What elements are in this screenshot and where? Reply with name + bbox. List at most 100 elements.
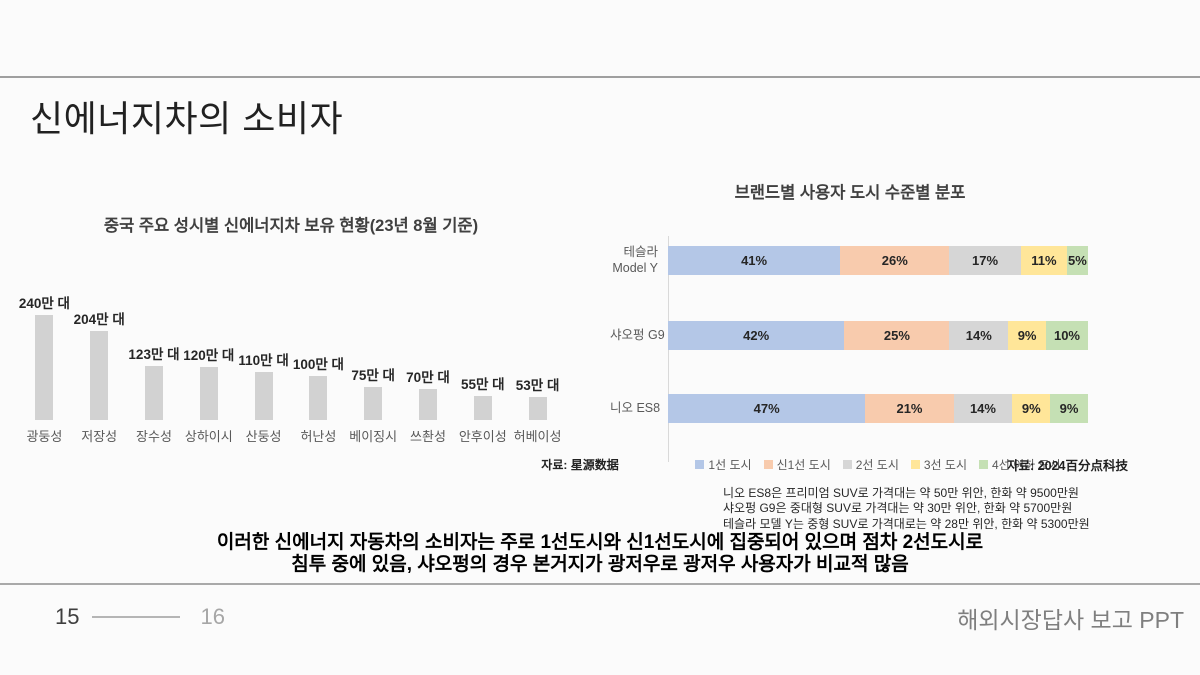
bar-category-label: 쓰촨성 [410, 429, 446, 444]
bar-column-2: 123만 대 [127, 343, 182, 420]
bar [199, 367, 218, 420]
bar-column-3: 120만 대 [181, 344, 236, 420]
bar-category-label: 산둥성 [245, 429, 282, 444]
bar-value-label: 53만 대 [515, 378, 560, 393]
brand-label-line: 니오 ES8 [610, 400, 661, 415]
brand-chart-legend: 1선 도시 신1선 도시 2선 도시 3선 도시 4선 이하 도시 [668, 456, 1088, 473]
brand-distribution-chart: 테슬라 Model Y 41% 26% 17% 11% 5% 샤오펑 G9 42% 25% 14% 9… [610, 230, 1088, 462]
brand-label-line: 샤오펑 G9 [610, 327, 665, 342]
bar-category-label: 베이징시 [349, 429, 398, 444]
segment-2선 도시: 14% [953, 393, 1013, 423]
bar-value-label: 55만 대 [460, 377, 505, 392]
bar-column-4: 110만 대 [236, 349, 291, 420]
province-chart-plot: 240만 대 204만 대 123만 대 120만 대 110만 대 100만 대 75만 … [17, 243, 565, 420]
province-chart-title: 중국 주요 성시별 신에너지차 보유 현황(23년 8월 기준) [103, 217, 479, 235]
bar-value-label: 204만 대 [73, 312, 125, 327]
legend-swatch [910, 460, 920, 469]
bar [90, 331, 109, 420]
bar-category-label: 상하이시 [184, 429, 233, 444]
slide-title: 신에너지차의 소비자 [30, 98, 344, 139]
segment-4선 이하 도시: 9% [1050, 393, 1088, 423]
stacked-bar: 41% 26% 17% 11% 5% [668, 245, 1088, 275]
page-indicator-line [92, 616, 181, 618]
segment-신1선 도시: 21% [865, 393, 954, 423]
legend-swatch [695, 460, 705, 469]
legend-swatch [842, 460, 852, 469]
segment-4선 이하 도시: 5% [1066, 245, 1088, 275]
bar-category-label: 저장성 [81, 429, 118, 444]
bar-category-label: 광둥성 [26, 429, 63, 444]
province-chart-source: 자료: 星源数据 [541, 458, 619, 472]
brand-label: 니오 ES8 [610, 400, 668, 416]
brand-chart-title: 브랜드별 사용자 도시 수준별 분포 [734, 184, 966, 202]
segment-3선 도시: 9% [1012, 393, 1051, 423]
legend-label: 3선 도시 [923, 458, 968, 472]
note-line-1: 니오 ES8은 프리미엄 SUV로 가격대는 약 50만 위안, 한화 약 95… [723, 486, 1079, 500]
legend-item: 4선 이하 도시 [979, 456, 1061, 473]
stacked-bar: 42% 25% 14% 9% 10% [668, 320, 1088, 350]
legend-label: 2선 도시 [855, 458, 899, 472]
bar [528, 397, 547, 420]
bar-value-label: 70만 대 [406, 370, 450, 385]
brand-label: 샤오펑 G9 [610, 327, 668, 343]
bar-category-label: 허난성 [300, 429, 337, 444]
report-title: 해외시장답사 보고 PPT [957, 607, 1184, 633]
bar [309, 376, 328, 420]
key-message-line2: 침투 중에 있음, 샤오펑의 경우 본거지가 광저우로 광저우 사용자가 비교적… [291, 554, 909, 575]
bar [473, 396, 492, 420]
note-line-2: 샤오펑 G9은 중대형 SUV로 가격대는 약 30만 위안, 한화 약 570… [723, 501, 1073, 516]
brand-chart-rows: 테슬라 Model Y 41% 26% 17% 11% 5% 샤오펑 G9 42% 25% 14% 9… [610, 244, 1088, 423]
bar-column-6: 75만 대 [346, 364, 401, 420]
segment-2선 도시: 14% [949, 320, 1009, 350]
legend-item: 3선 도시 [910, 456, 968, 473]
next-page-number: 16 [200, 604, 225, 629]
legend-label: 4선 이하 도시 [992, 458, 1061, 472]
segment-신1선 도시: 25% [844, 320, 950, 350]
segment-신1선 도시: 26% [840, 245, 950, 275]
segment-1선 도시: 42% [668, 320, 845, 350]
legend-item: 2선 도시 [842, 456, 899, 473]
brand-label: 테슬라 Model Y [610, 244, 668, 277]
legend-item: 1선 도시 [695, 456, 752, 473]
bar-column-5: 100만 대 [291, 353, 346, 420]
stacked-bar: 47% 21% 14% 9% 9% [668, 393, 1088, 423]
page-indicator: 15 16 [55, 604, 225, 630]
bar-column-8: 55만 대 [455, 373, 510, 420]
bar-value-label: 75만 대 [351, 368, 395, 383]
bar-category-label: 안후이성 [458, 429, 507, 444]
bar-column-7: 70만 대 [401, 366, 456, 420]
bar-value-label: 100만 대 [292, 357, 344, 372]
bar [144, 366, 163, 420]
bar-value-label: 120만 대 [183, 348, 235, 363]
brand-row-0: 테슬라 Model Y 41% 26% 17% 11% 5% [610, 244, 1088, 277]
bar [418, 389, 437, 420]
key-message-line1: 이러한 신에너지 자동차의 소비자는 주로 1선도시와 신1선도시에 집중되어 … [216, 532, 984, 553]
header-divider [0, 76, 1200, 78]
bar-column-0: 240만 대 [17, 292, 72, 420]
bar-column-1: 204만 대 [72, 308, 127, 420]
legend-swatch [979, 460, 989, 469]
brand-label-line: Model Y [612, 261, 658, 276]
bar-value-label: 123만 대 [128, 347, 180, 362]
brand-row-1: 샤오펑 G9 42% 25% 14% 9% 10% [610, 320, 1088, 350]
legend-label: 신1선 도시 [776, 458, 831, 472]
segment-2선 도시: 17% [949, 245, 1021, 275]
key-message: 이러한 신에너지 자동차의 소비자는 주로 1선도시와 신1선도시에 집중되어 … [0, 532, 1200, 576]
segment-4선 이하 도시: 10% [1045, 320, 1088, 350]
brand-row-2: 니오 ES8 47% 21% 14% 9% 9% [610, 393, 1088, 423]
segment-1선 도시: 47% [668, 393, 866, 423]
legend-item: 신1선 도시 [763, 456, 831, 473]
bar-value-label: 110만 대 [238, 353, 289, 368]
bar [254, 372, 273, 420]
bar-category-label: 장수성 [136, 429, 172, 444]
brand-label-line: 테슬라 [623, 245, 658, 259]
brand-chart-notes: 니오 ES8은 프리미엄 SUV로 가격대는 약 50만 위안, 한화 약 95… [723, 486, 1090, 532]
bar-column-9: 53만 대 [510, 374, 565, 420]
bar-value-label: 240만 대 [18, 296, 70, 311]
legend-swatch [763, 460, 773, 469]
current-page-number: 15 [55, 604, 80, 629]
bar [35, 315, 54, 420]
segment-1선 도시: 41% [668, 245, 841, 275]
